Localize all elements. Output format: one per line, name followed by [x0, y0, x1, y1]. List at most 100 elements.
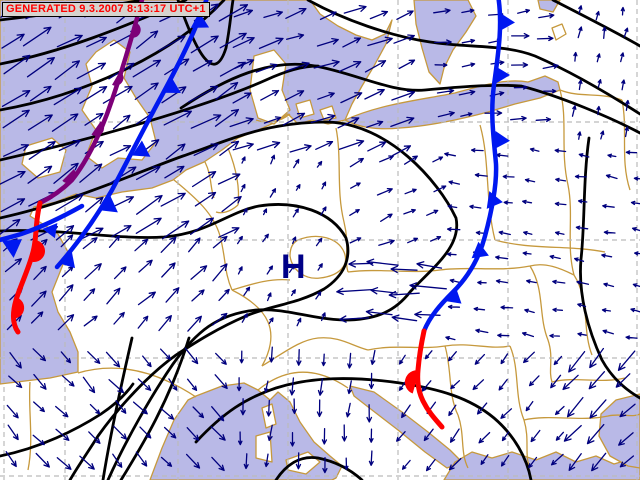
wind-arrow — [32, 434, 45, 446]
wind-arrow — [214, 108, 240, 127]
wind-arrow — [88, 431, 101, 444]
wind-arrow — [591, 452, 607, 472]
wind-arrow — [536, 35, 554, 42]
wind-arrow — [58, 284, 74, 302]
wind-arrow — [53, 87, 83, 106]
wind-arrow — [495, 255, 509, 260]
wind-arrow — [132, 59, 162, 78]
wind-arrow — [115, 400, 127, 414]
wind-arrow — [396, 10, 414, 20]
wind-arrow — [474, 353, 486, 365]
wind-arrow — [54, 60, 81, 81]
wind-arrow — [192, 406, 205, 419]
wind-arrow — [416, 261, 443, 269]
wind-arrow — [437, 110, 455, 118]
wind-arrow — [161, 220, 190, 240]
wind-arrow — [349, 157, 364, 168]
cold-front — [421, 0, 515, 334]
country-border — [335, 127, 349, 273]
wind-arrow — [396, 431, 406, 442]
wind-arrow — [186, 378, 198, 391]
sea-region — [349, 385, 463, 469]
wind-arrow — [79, 455, 95, 470]
wind-arrow — [433, 185, 447, 193]
wind-arrow — [391, 314, 418, 322]
wind-arrow — [475, 328, 489, 334]
country-border — [261, 337, 369, 367]
wind-arrow — [578, 79, 583, 91]
isobar-line — [306, 0, 640, 116]
cold-front-triangle — [58, 251, 75, 269]
front-semicircle — [91, 121, 105, 137]
wind-arrow — [264, 453, 269, 468]
wind-arrow — [421, 380, 432, 392]
cold-front — [0, 203, 85, 258]
wind-arrow — [568, 350, 586, 373]
wind-arrow — [562, 374, 579, 391]
wind-arrow — [241, 156, 246, 164]
wind-arrow — [33, 265, 47, 281]
wind-arrow — [445, 335, 456, 341]
wind-arrow — [498, 230, 511, 236]
wind-arrow — [55, 428, 70, 441]
wind-arrow — [3, 144, 30, 157]
wind-arrow — [219, 32, 247, 49]
wind-arrow — [221, 195, 242, 213]
wind-arrow — [158, 35, 186, 51]
cold-front-line — [0, 203, 85, 243]
wind-arrow — [500, 408, 513, 419]
wind-arrow — [403, 208, 416, 215]
wind-arrow — [270, 154, 276, 165]
wind-arrow — [625, 335, 638, 340]
island — [551, 23, 567, 41]
isobar-line — [0, 382, 135, 458]
wind-arrow — [158, 315, 172, 332]
wind-arrow — [135, 166, 161, 181]
wind-arrow — [215, 352, 227, 365]
wind-arrow — [211, 456, 225, 472]
wind-arrow — [554, 201, 567, 207]
wind-arrow — [316, 37, 339, 47]
wind-arrow — [341, 424, 348, 442]
wind-arrow — [262, 233, 269, 243]
wind-arrow — [433, 8, 451, 14]
wind-arrow — [398, 380, 407, 391]
wind-arrow — [320, 206, 327, 216]
wind-arrow — [108, 379, 125, 394]
wind-arrow — [51, 113, 79, 132]
wind-arrow — [401, 459, 411, 470]
wind-arrow — [380, 213, 393, 222]
wind-arrow — [398, 59, 416, 70]
wind-arrow — [28, 141, 56, 160]
wind-arrow — [232, 142, 254, 151]
wind-arrow — [237, 431, 243, 446]
wind-arrow — [619, 403, 636, 418]
sea-region — [149, 382, 343, 480]
wind-arrow — [1, 33, 25, 49]
wind-arrow — [349, 237, 362, 244]
wind-arrow — [264, 380, 269, 393]
wind-arrow — [554, 405, 565, 416]
wind-arrow — [295, 452, 302, 470]
wind-arrow — [109, 145, 132, 156]
isobar-line — [119, 336, 191, 480]
wind-arrow — [577, 199, 588, 204]
wind-arrow — [338, 139, 365, 150]
wind-arrow — [631, 227, 640, 232]
wind-arrow — [367, 141, 387, 152]
wind-arrow — [563, 424, 582, 442]
cold-front-line — [54, 0, 209, 270]
wind-arrow — [0, 171, 26, 185]
wind-arrow — [241, 313, 248, 323]
wind-arrow — [607, 153, 617, 158]
wind-arrow — [3, 54, 31, 75]
wind-arrow — [511, 32, 530, 39]
wind-arrow — [55, 405, 69, 418]
wind-arrow — [480, 454, 489, 465]
high-pressure-label: H — [281, 248, 306, 286]
wind-arrow — [447, 304, 461, 310]
country-border — [529, 265, 553, 383]
wind-arrow — [526, 279, 537, 284]
wind-arrow — [425, 458, 436, 472]
